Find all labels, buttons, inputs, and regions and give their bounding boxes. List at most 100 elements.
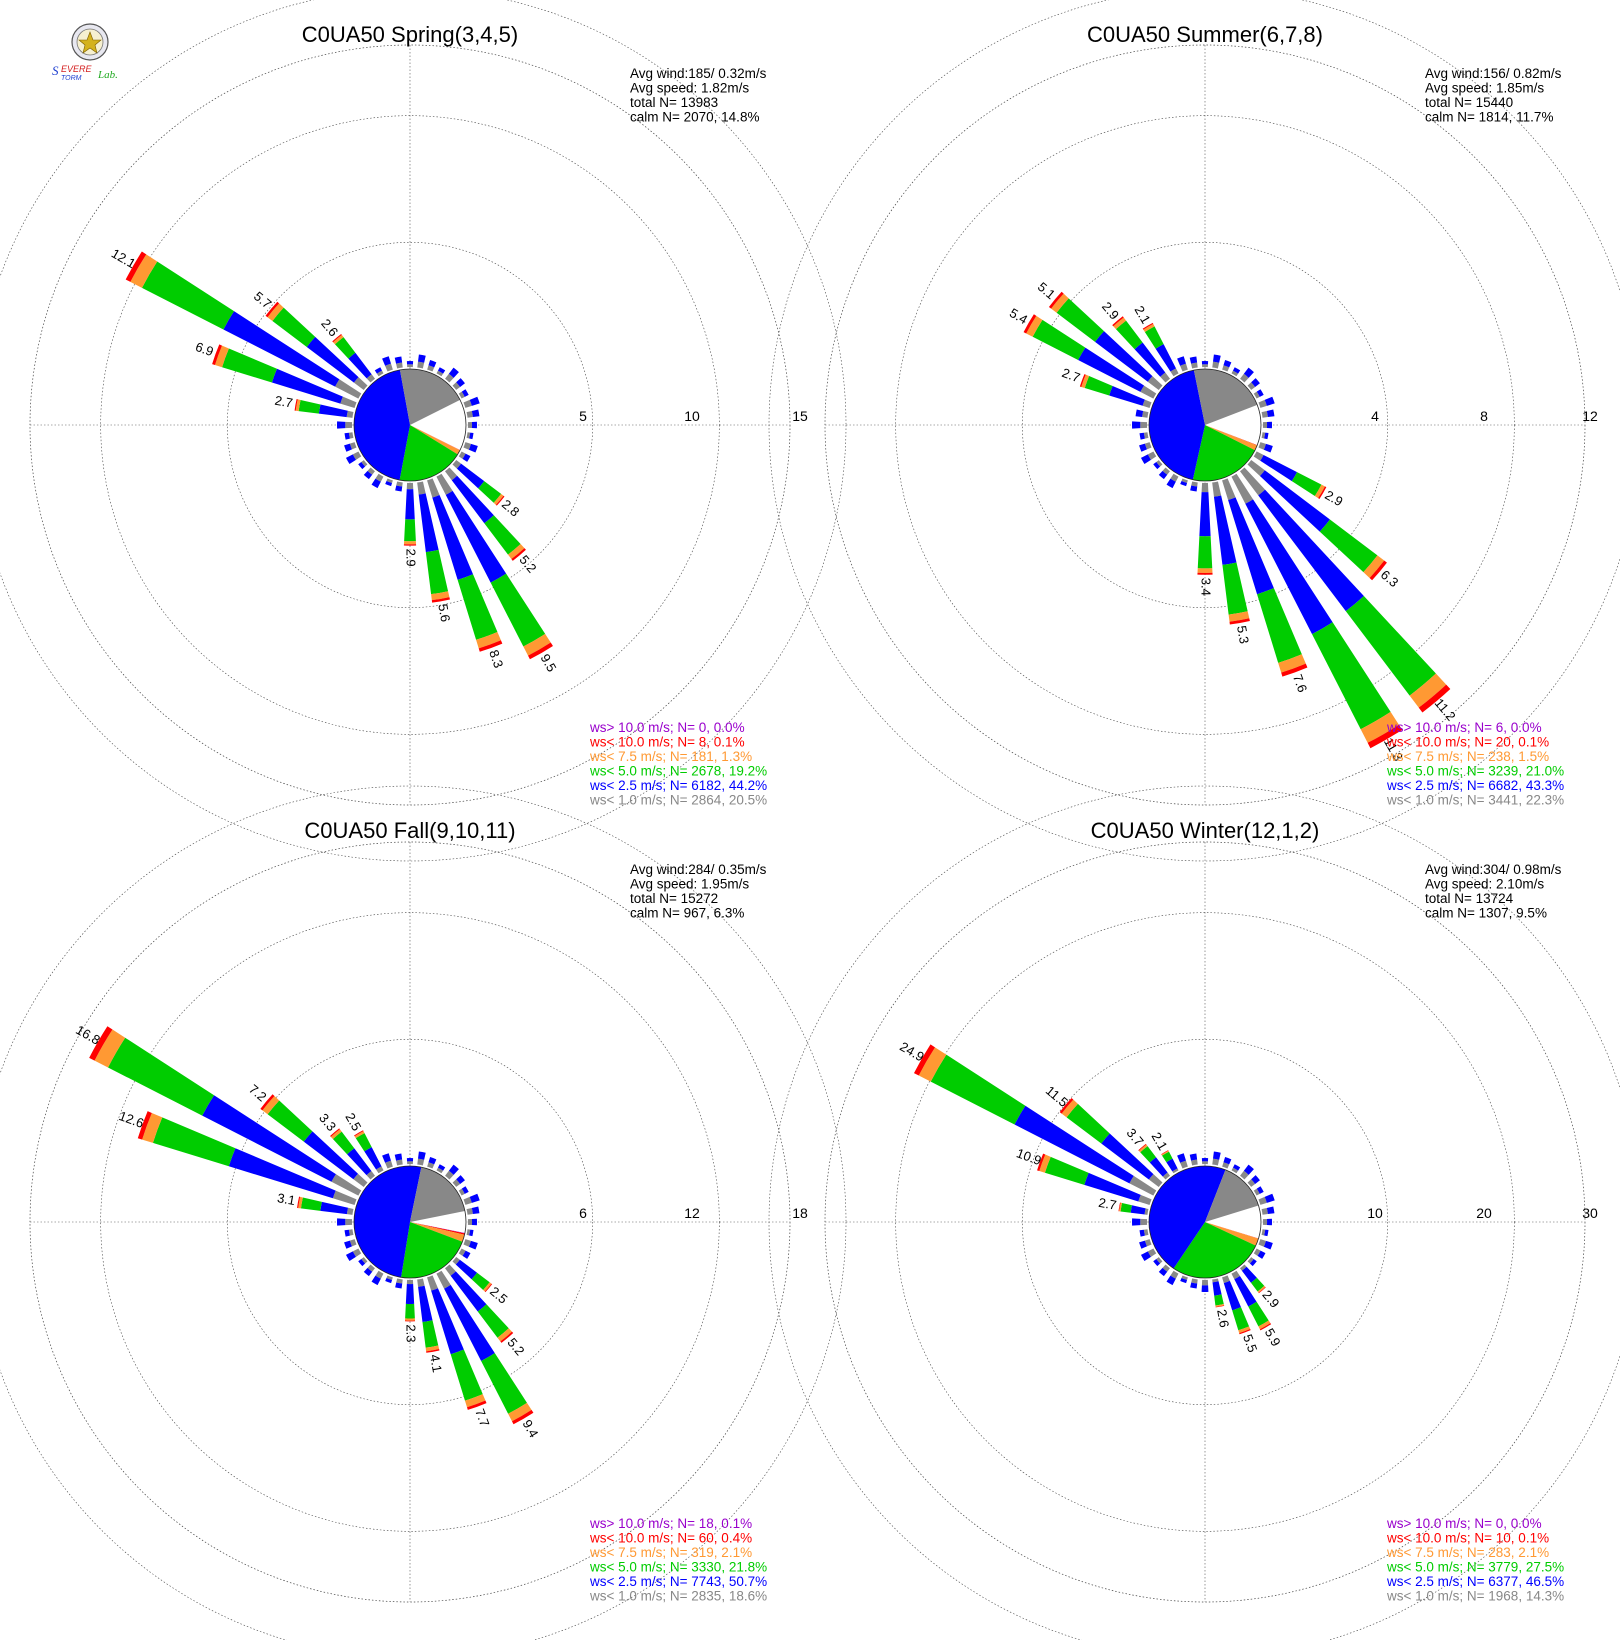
bar-label: 2.5: [342, 1110, 364, 1133]
bar-segment-lt7_5: [1258, 1320, 1271, 1330]
minor-bar-segment: [418, 1151, 426, 1160]
bar-segment-lt1: [452, 459, 462, 469]
bar-segment-lt5: [478, 481, 502, 503]
minor-bar-segment: [456, 378, 465, 387]
bar-segment-lt5: [1248, 1301, 1269, 1327]
bar-segment-lt5: [1144, 326, 1164, 349]
minor-bar-segment: [1261, 432, 1266, 439]
bar-segment-lt2_5: [456, 463, 485, 489]
minor-bar-segment: [1143, 432, 1149, 439]
bar-segment-lt5: [1197, 536, 1213, 569]
minor-bar-segment: [1202, 364, 1208, 368]
minor-bar-segment: [468, 443, 478, 453]
minor-bar-segment: [385, 1160, 393, 1169]
minor-bar-segment: [358, 1258, 366, 1267]
legend-entry: ws< 5.0 m/s; N= 3779, 27.5%: [1386, 1560, 1564, 1575]
bar-segment-lt7_5: [1278, 654, 1306, 673]
pie-slice-lt2_5: [353, 369, 410, 481]
minor-bar-segment: [1240, 1170, 1249, 1180]
bar-segment-lt10: [1259, 1323, 1272, 1331]
svg-text:TORM: TORM: [61, 75, 82, 82]
bar-segment-lt7_5: [1257, 1285, 1266, 1293]
minor-bar-segment: [1139, 443, 1147, 452]
minor-bar-segment: [1162, 467, 1170, 475]
bar-segment-lt1: [1144, 1208, 1149, 1215]
pie-slice-lt1: [1193, 369, 1258, 425]
minor-bar-segment: [428, 360, 437, 368]
minor-bar-segment: [1257, 1250, 1266, 1259]
bar-segment-lt5: [141, 261, 235, 330]
minor-bar-segment: [1258, 399, 1267, 408]
bar-segment-lt5: [405, 1303, 415, 1319]
bar-segment-lt7_5: [1238, 1326, 1251, 1334]
bar-segment-lt7_5: [1051, 293, 1069, 313]
pie-slice-calm: [410, 1210, 467, 1234]
bar-segment-lt2_5: [1213, 495, 1237, 565]
bar-label: 5.7: [251, 288, 274, 311]
bar-segment-lt10: [528, 642, 553, 660]
minor-bar-segment: [418, 354, 426, 363]
bar-label: 7.2: [246, 1081, 269, 1104]
bar-segment-lt7_5: [295, 399, 301, 412]
pie-slice-lt1: [1205, 1169, 1259, 1222]
minor-bar-segment: [1189, 356, 1198, 364]
range-ring: [227, 242, 593, 608]
bar-segment-lt7_5: [431, 591, 450, 601]
minor-bar-segment: [396, 1278, 403, 1284]
bar-segment-lt2_5: [1109, 385, 1145, 406]
minor-bar-segment: [394, 356, 403, 364]
ring-label: 12: [684, 1205, 700, 1221]
bar-label: 5.5: [1240, 1332, 1260, 1354]
bar-label: 7.7: [472, 1407, 492, 1429]
bar-segment-lt10: [265, 301, 280, 318]
pie-slice-lt10: [410, 1222, 465, 1235]
minor-bar-segment: [1212, 1158, 1220, 1166]
bar-label: 9.5: [538, 651, 560, 674]
minor-bar-segment: [1201, 361, 1209, 365]
minor-bar-segment: [1263, 1240, 1273, 1250]
legend-entry: ws< 1.0 m/s; N= 3441, 22.3%: [1386, 793, 1564, 808]
minor-bar-segment: [1180, 363, 1188, 372]
minor-bar-segment: [1258, 442, 1266, 450]
bar-label: 2.8: [499, 497, 522, 520]
pie-slice-calm: [1205, 1205, 1261, 1239]
bar-segment-lt7_5: [1113, 317, 1127, 330]
minor-bar-segment: [385, 1277, 393, 1284]
bar-segment-lt1: [1239, 467, 1266, 496]
bar-segment-lt10: [1418, 684, 1451, 713]
bar-segment-lt10: [913, 1044, 936, 1076]
bar-segment-lt2_5: [320, 1201, 349, 1215]
minor-bar-segment: [1266, 1218, 1272, 1226]
bar-segment-lt2_5: [364, 1147, 382, 1170]
bar-segment-lt5: [484, 515, 521, 555]
minor-bar-segment: [386, 478, 393, 483]
minor-bar-segment: [1232, 367, 1241, 374]
minor-bar-segment: [1240, 373, 1249, 383]
minor-bar-segment: [466, 432, 471, 439]
bar-segment-lt1: [331, 1174, 362, 1196]
minor-bar-segment: [469, 1229, 474, 1237]
panel-title: C0UA50 Spring(3,4,5): [302, 22, 518, 47]
bar-segment-lt7_5: [1360, 711, 1399, 743]
pie-slice-lt7_5: [1205, 425, 1258, 451]
minor-bar-segment: [386, 1275, 393, 1280]
bar-segment-lt7_5: [497, 1328, 512, 1342]
pie-slice-lt5: [399, 425, 458, 482]
bar-label: 2.3: [404, 1324, 419, 1342]
bar-label: 2.6: [318, 316, 341, 339]
legend-entry: ws< 7.5 m/s; N= 238, 1.5%: [1386, 749, 1549, 764]
bar-segment-lt10: [125, 251, 147, 282]
bar-segment-lt5: [490, 573, 546, 647]
minor-bar-segment: [436, 370, 444, 377]
minor-bar-segment: [367, 467, 375, 475]
bar-segment-lt2_5: [1228, 497, 1274, 595]
bar-segment-lt10: [511, 548, 526, 561]
minor-bar-segment: [1170, 473, 1179, 482]
bar-segment-lt7_5: [476, 632, 501, 649]
legend-entry: ws> 10.0 m/s; N= 0, 0.0%: [1386, 1516, 1542, 1531]
minor-bar-segment: [1249, 1258, 1257, 1267]
bar-segment-lt10: [1112, 316, 1124, 327]
legend-entry: ws< 7.5 m/s; N= 283, 2.1%: [1386, 1545, 1549, 1560]
minor-bar-segment: [406, 361, 414, 365]
minor-bar-segment: [417, 361, 425, 369]
